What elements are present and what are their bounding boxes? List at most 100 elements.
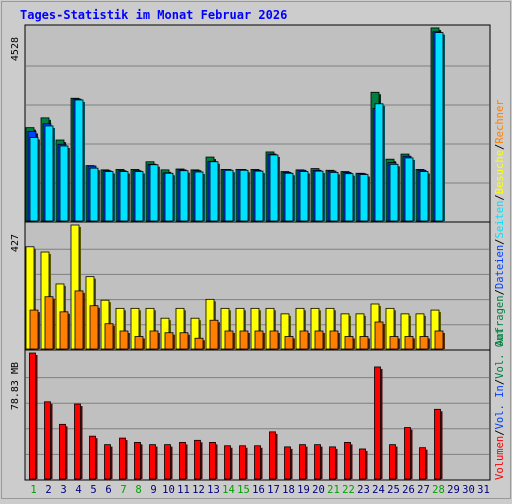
x-tick-label: 21: [327, 484, 340, 496]
rechner-bar: [404, 336, 414, 350]
x-tick-label: 15: [237, 484, 250, 496]
x-tick-label: 13: [207, 484, 220, 496]
seiten-bar: [119, 171, 129, 222]
volumen-bar: [374, 366, 381, 480]
rechner-bar: [254, 330, 264, 350]
rechner-bar: [59, 311, 69, 350]
legend-hits-visits: Anfragen/Dateien/Seiten/Besuche/Rechner: [494, 99, 506, 346]
seiten-bar: [419, 171, 429, 222]
rechner-bar: [44, 296, 54, 350]
seiten-bar: [44, 125, 54, 222]
seiten-bar: [389, 163, 399, 222]
volumen-bar: [329, 446, 336, 480]
legend-entry: Vol. Out: [494, 328, 506, 379]
x-tick-label: 8: [135, 484, 141, 496]
seiten-bar: [374, 103, 384, 222]
x-tick-label: 22: [342, 484, 355, 496]
volumen-bar: [149, 444, 156, 480]
rechner-bar: [419, 336, 429, 350]
volumen-bar: [419, 447, 426, 480]
legend-entry: Besuche: [494, 150, 506, 194]
volumen-bar: [74, 403, 81, 480]
volumen-bar: [299, 444, 306, 480]
volume-panel: 78.83 MB: [10, 349, 491, 481]
seiten-bar: [329, 172, 339, 222]
rechner-bar: [119, 330, 129, 350]
x-tick-label: 2: [45, 484, 51, 496]
rechner-bar: [359, 336, 369, 350]
rechner-bar: [344, 336, 354, 350]
x-tick-label: 27: [417, 484, 430, 496]
volumen-bar: [59, 423, 66, 480]
volumen-bar: [179, 441, 186, 480]
legend-entry: Dateien: [494, 245, 506, 289]
seiten-bar: [314, 170, 324, 222]
seiten-bar: [254, 170, 264, 222]
rechner-bar: [74, 290, 84, 350]
x-tick-label: 5: [90, 484, 96, 496]
seiten-bar: [344, 173, 354, 222]
seiten-bar: [299, 171, 309, 222]
x-tick-label: 23: [357, 484, 370, 496]
legend-entry: Rechner: [494, 99, 506, 143]
x-tick-label: 18: [282, 484, 295, 496]
x-tick-label: 3: [60, 484, 66, 496]
volumen-bar: [389, 444, 396, 480]
x-tick-label: 19: [297, 484, 310, 496]
volumen-bar: [194, 439, 201, 480]
rechner-bar: [149, 330, 159, 350]
rechner-bar: [299, 330, 309, 350]
x-tick-label: 9: [150, 484, 156, 496]
volumen-bar: [209, 441, 216, 480]
x-tick-label: 7: [120, 484, 126, 496]
x-tick-label: 24: [372, 484, 385, 496]
legend-separator: /: [494, 239, 506, 245]
legend-entry: Vol. In: [494, 385, 506, 429]
x-tick-label: 6: [105, 484, 111, 496]
rechner-bar: [224, 330, 234, 350]
volumen-bar: [434, 408, 441, 480]
x-tick-label: 14: [222, 484, 235, 496]
seiten-bar: [89, 167, 99, 222]
rechner-bar: [194, 337, 204, 350]
volumen-bar: [404, 427, 411, 480]
legend-entry: Volumen: [494, 436, 506, 480]
volumen-bar: [269, 431, 276, 480]
seiten-bar: [104, 171, 114, 222]
x-tick-label: 12: [192, 484, 205, 496]
volumen-bar: [224, 445, 231, 480]
rechner-bar: [134, 336, 144, 350]
x-tick-label: 31: [477, 484, 490, 496]
rechner-bar: [209, 319, 219, 350]
rechner-bar: [374, 321, 384, 350]
y-axis-max-label: 4528: [10, 37, 21, 61]
volumen-bar: [104, 444, 111, 480]
rechner-bar: [164, 332, 174, 350]
seiten-bar: [164, 172, 174, 222]
x-tick-label: 26: [402, 484, 415, 496]
x-tick-label: 29: [447, 484, 460, 496]
seiten-bar: [194, 171, 204, 222]
volumen-bar: [239, 445, 246, 480]
seiten-bar: [434, 32, 444, 222]
x-tick-label: 25: [387, 484, 400, 496]
rechner-bar: [269, 330, 279, 350]
legend-separator: /: [494, 379, 506, 385]
legend-separator: /: [494, 429, 506, 435]
x-tick-label: 16: [252, 484, 265, 496]
volumen-bar: [344, 441, 351, 480]
chart-title: Tages-Statistik im Monat Februar 2026: [20, 8, 287, 22]
x-tick-label: 28: [432, 484, 445, 496]
rechner-bar: [389, 336, 399, 350]
rechner-bar: [434, 330, 444, 350]
legend-separator: /: [494, 144, 506, 150]
x-tick-label: 30: [462, 484, 475, 496]
volumen-bar: [284, 446, 291, 480]
legend-entry: Anfragen: [494, 295, 506, 346]
legend-separator: /: [494, 289, 506, 295]
x-tick-label: 1: [30, 484, 36, 496]
legend-volume: Volumen/Vol. In/Vol. Out: [494, 328, 506, 480]
seiten-bar: [269, 154, 279, 222]
